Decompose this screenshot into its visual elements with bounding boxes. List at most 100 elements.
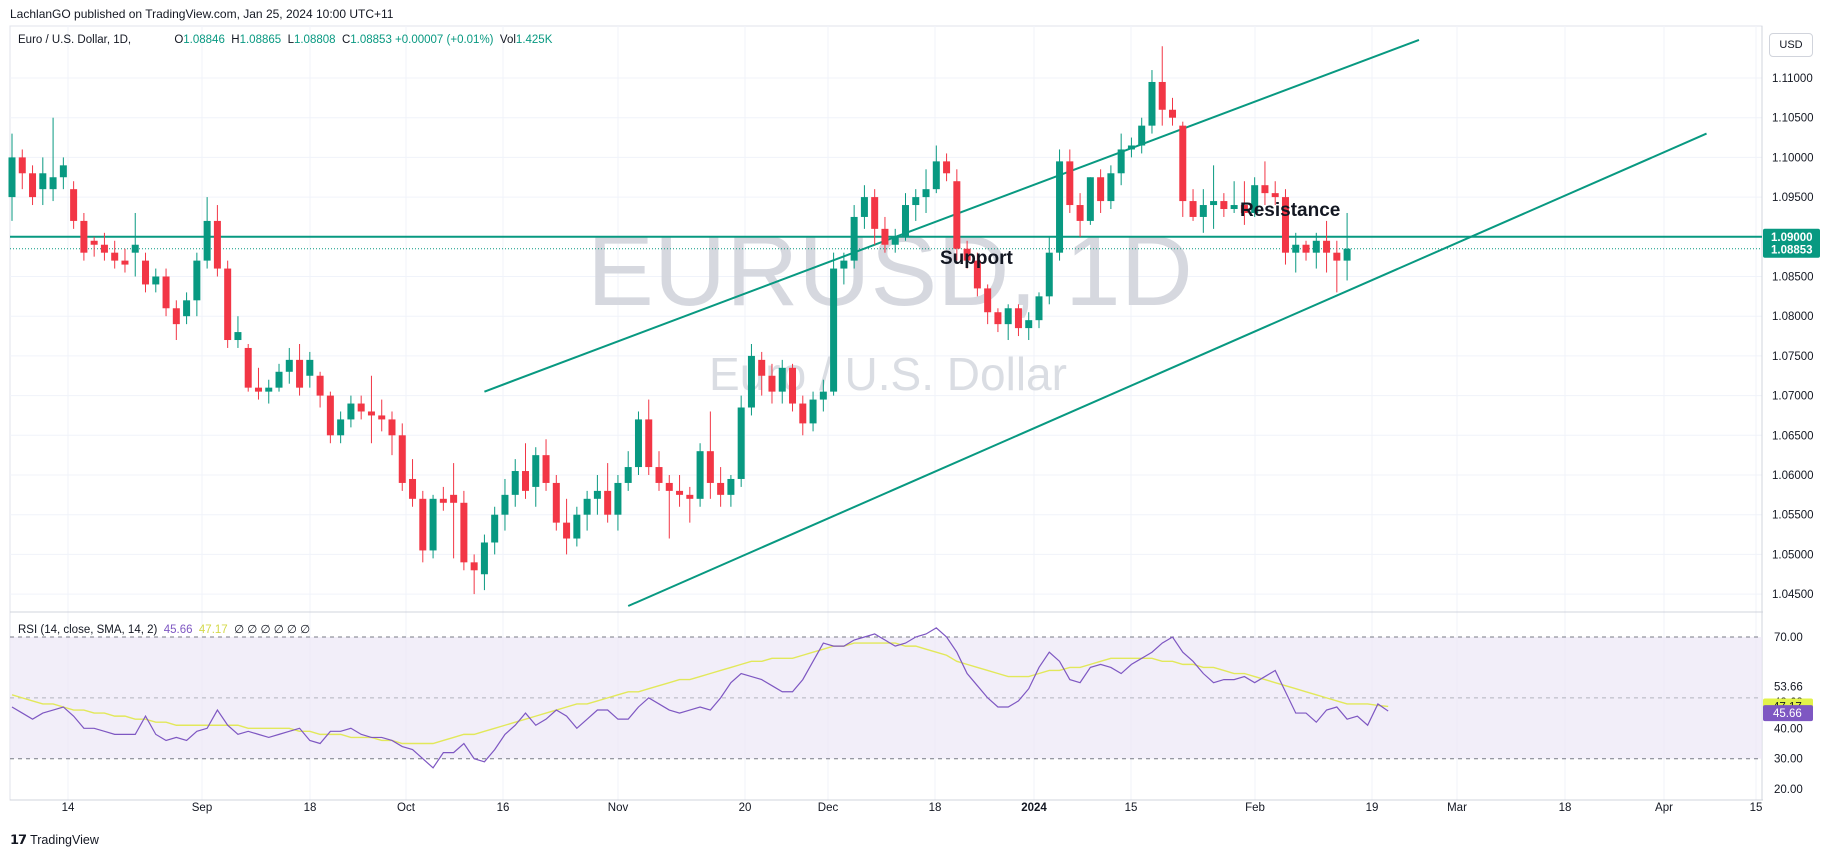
price-tick-label: 1.06000 xyxy=(1772,470,1814,482)
candle-body xyxy=(768,375,776,392)
candle-body xyxy=(18,157,26,174)
candle-body xyxy=(419,498,427,551)
candle-body xyxy=(1240,205,1248,213)
candle-body xyxy=(583,498,591,515)
last-price-badge-text: 1.08853 xyxy=(1771,245,1813,257)
candle-body xyxy=(470,562,478,571)
candle-body xyxy=(367,411,375,416)
candle-body xyxy=(901,205,909,237)
candle-body xyxy=(747,355,755,408)
candle-body xyxy=(922,189,930,198)
candle-body xyxy=(1333,252,1341,261)
rsi-value: 45.66 xyxy=(163,624,193,636)
candle-body xyxy=(1056,161,1064,253)
candle-body xyxy=(727,478,735,495)
candle-body xyxy=(1343,248,1351,261)
candle-body xyxy=(213,220,221,269)
candle-body xyxy=(953,181,961,249)
rsi-tick-label: 20.00 xyxy=(1774,784,1803,796)
price-tick-label: 1.08500 xyxy=(1772,272,1814,284)
candle-body xyxy=(1271,193,1279,198)
price-tick-label: 1.09500 xyxy=(1772,192,1814,204)
price-tick-label: 1.04500 xyxy=(1772,589,1814,601)
candle-body xyxy=(1014,308,1022,329)
candle-body xyxy=(1251,185,1259,213)
candle-body xyxy=(111,252,119,261)
ohlc-close: C1.08853 xyxy=(341,34,392,46)
candle-body xyxy=(59,165,67,178)
candle-body xyxy=(450,494,458,503)
candle-body xyxy=(1107,173,1115,202)
candle-body xyxy=(676,490,684,495)
candle-body xyxy=(696,451,704,499)
candle-body xyxy=(388,419,396,436)
time-tick-label: Apr xyxy=(1655,802,1673,814)
candle-body xyxy=(758,359,766,376)
resistance-label: Resistance xyxy=(1240,200,1340,221)
candle-body xyxy=(398,435,406,483)
candle-body xyxy=(655,467,663,483)
candle-body xyxy=(39,173,47,190)
currency-button[interactable]: USD xyxy=(1769,33,1813,57)
candle-body xyxy=(1045,252,1053,297)
candle-body xyxy=(511,471,519,495)
candle-body xyxy=(994,312,1002,325)
candle-body xyxy=(1179,125,1187,202)
candle-body xyxy=(963,248,971,261)
candle-body xyxy=(306,359,314,376)
time-tick-label: 18 xyxy=(929,802,942,814)
footer-brand[interactable]: 𝟭𝟳 TradingView xyxy=(10,832,99,848)
time-tick-label: 14 xyxy=(62,802,75,814)
candle-body xyxy=(347,403,355,420)
rsi-tick-label: 30.00 xyxy=(1774,754,1803,766)
rsi-tick-label: 70.00 xyxy=(1774,632,1803,644)
candle-body xyxy=(131,244,139,253)
candle-body xyxy=(809,399,817,424)
candle-body xyxy=(1117,149,1125,174)
price-tick-label: 1.06500 xyxy=(1772,430,1814,442)
candle-body xyxy=(789,367,797,404)
candle-body xyxy=(552,482,560,523)
candle-body xyxy=(624,467,632,483)
candle-body xyxy=(224,268,232,341)
candle-body xyxy=(881,228,889,245)
candle-body xyxy=(254,387,262,392)
time-tick-label: Nov xyxy=(608,802,629,814)
time-tick-label: 15 xyxy=(1750,802,1763,814)
rsi-badge xyxy=(1763,705,1813,722)
candle-body xyxy=(378,415,386,420)
candle-body xyxy=(70,189,78,221)
price-tick-label: 1.05500 xyxy=(1772,510,1814,522)
channel-upper-line xyxy=(484,38,1420,393)
candle-body xyxy=(265,387,273,392)
candle-body xyxy=(121,260,129,265)
candle-body xyxy=(1199,205,1207,217)
candle-body xyxy=(1281,197,1289,253)
candle-body xyxy=(1097,177,1105,202)
candle-body xyxy=(100,244,108,253)
candle-body xyxy=(799,403,807,424)
candle-body xyxy=(193,260,201,301)
candle-body xyxy=(90,240,98,245)
time-tick-label: 15 xyxy=(1125,802,1138,814)
rsi-line xyxy=(11,627,1389,769)
price-tick-label: 1.10500 xyxy=(1772,113,1814,125)
rsi-sma-value: 47.17 xyxy=(198,624,228,636)
candle-body xyxy=(1138,125,1146,146)
candle-body xyxy=(850,216,858,261)
candle-body xyxy=(439,498,447,503)
candle-body xyxy=(1025,320,1033,329)
candle-body xyxy=(1312,240,1320,253)
candle-body xyxy=(1086,177,1094,221)
candle-body xyxy=(634,419,642,468)
candle-body xyxy=(275,371,283,388)
candle-body xyxy=(142,260,150,285)
rsi-legend: RSI (14, close, SMA, 14, 2) 45.66 47.17 … xyxy=(18,622,310,636)
candle-body xyxy=(234,332,242,341)
candle-body xyxy=(614,482,622,515)
time-tick-label: Sep xyxy=(192,802,212,814)
candle-body xyxy=(49,177,57,190)
candle-body xyxy=(943,161,951,174)
candle-body xyxy=(1210,201,1218,206)
candle-body xyxy=(706,451,714,483)
